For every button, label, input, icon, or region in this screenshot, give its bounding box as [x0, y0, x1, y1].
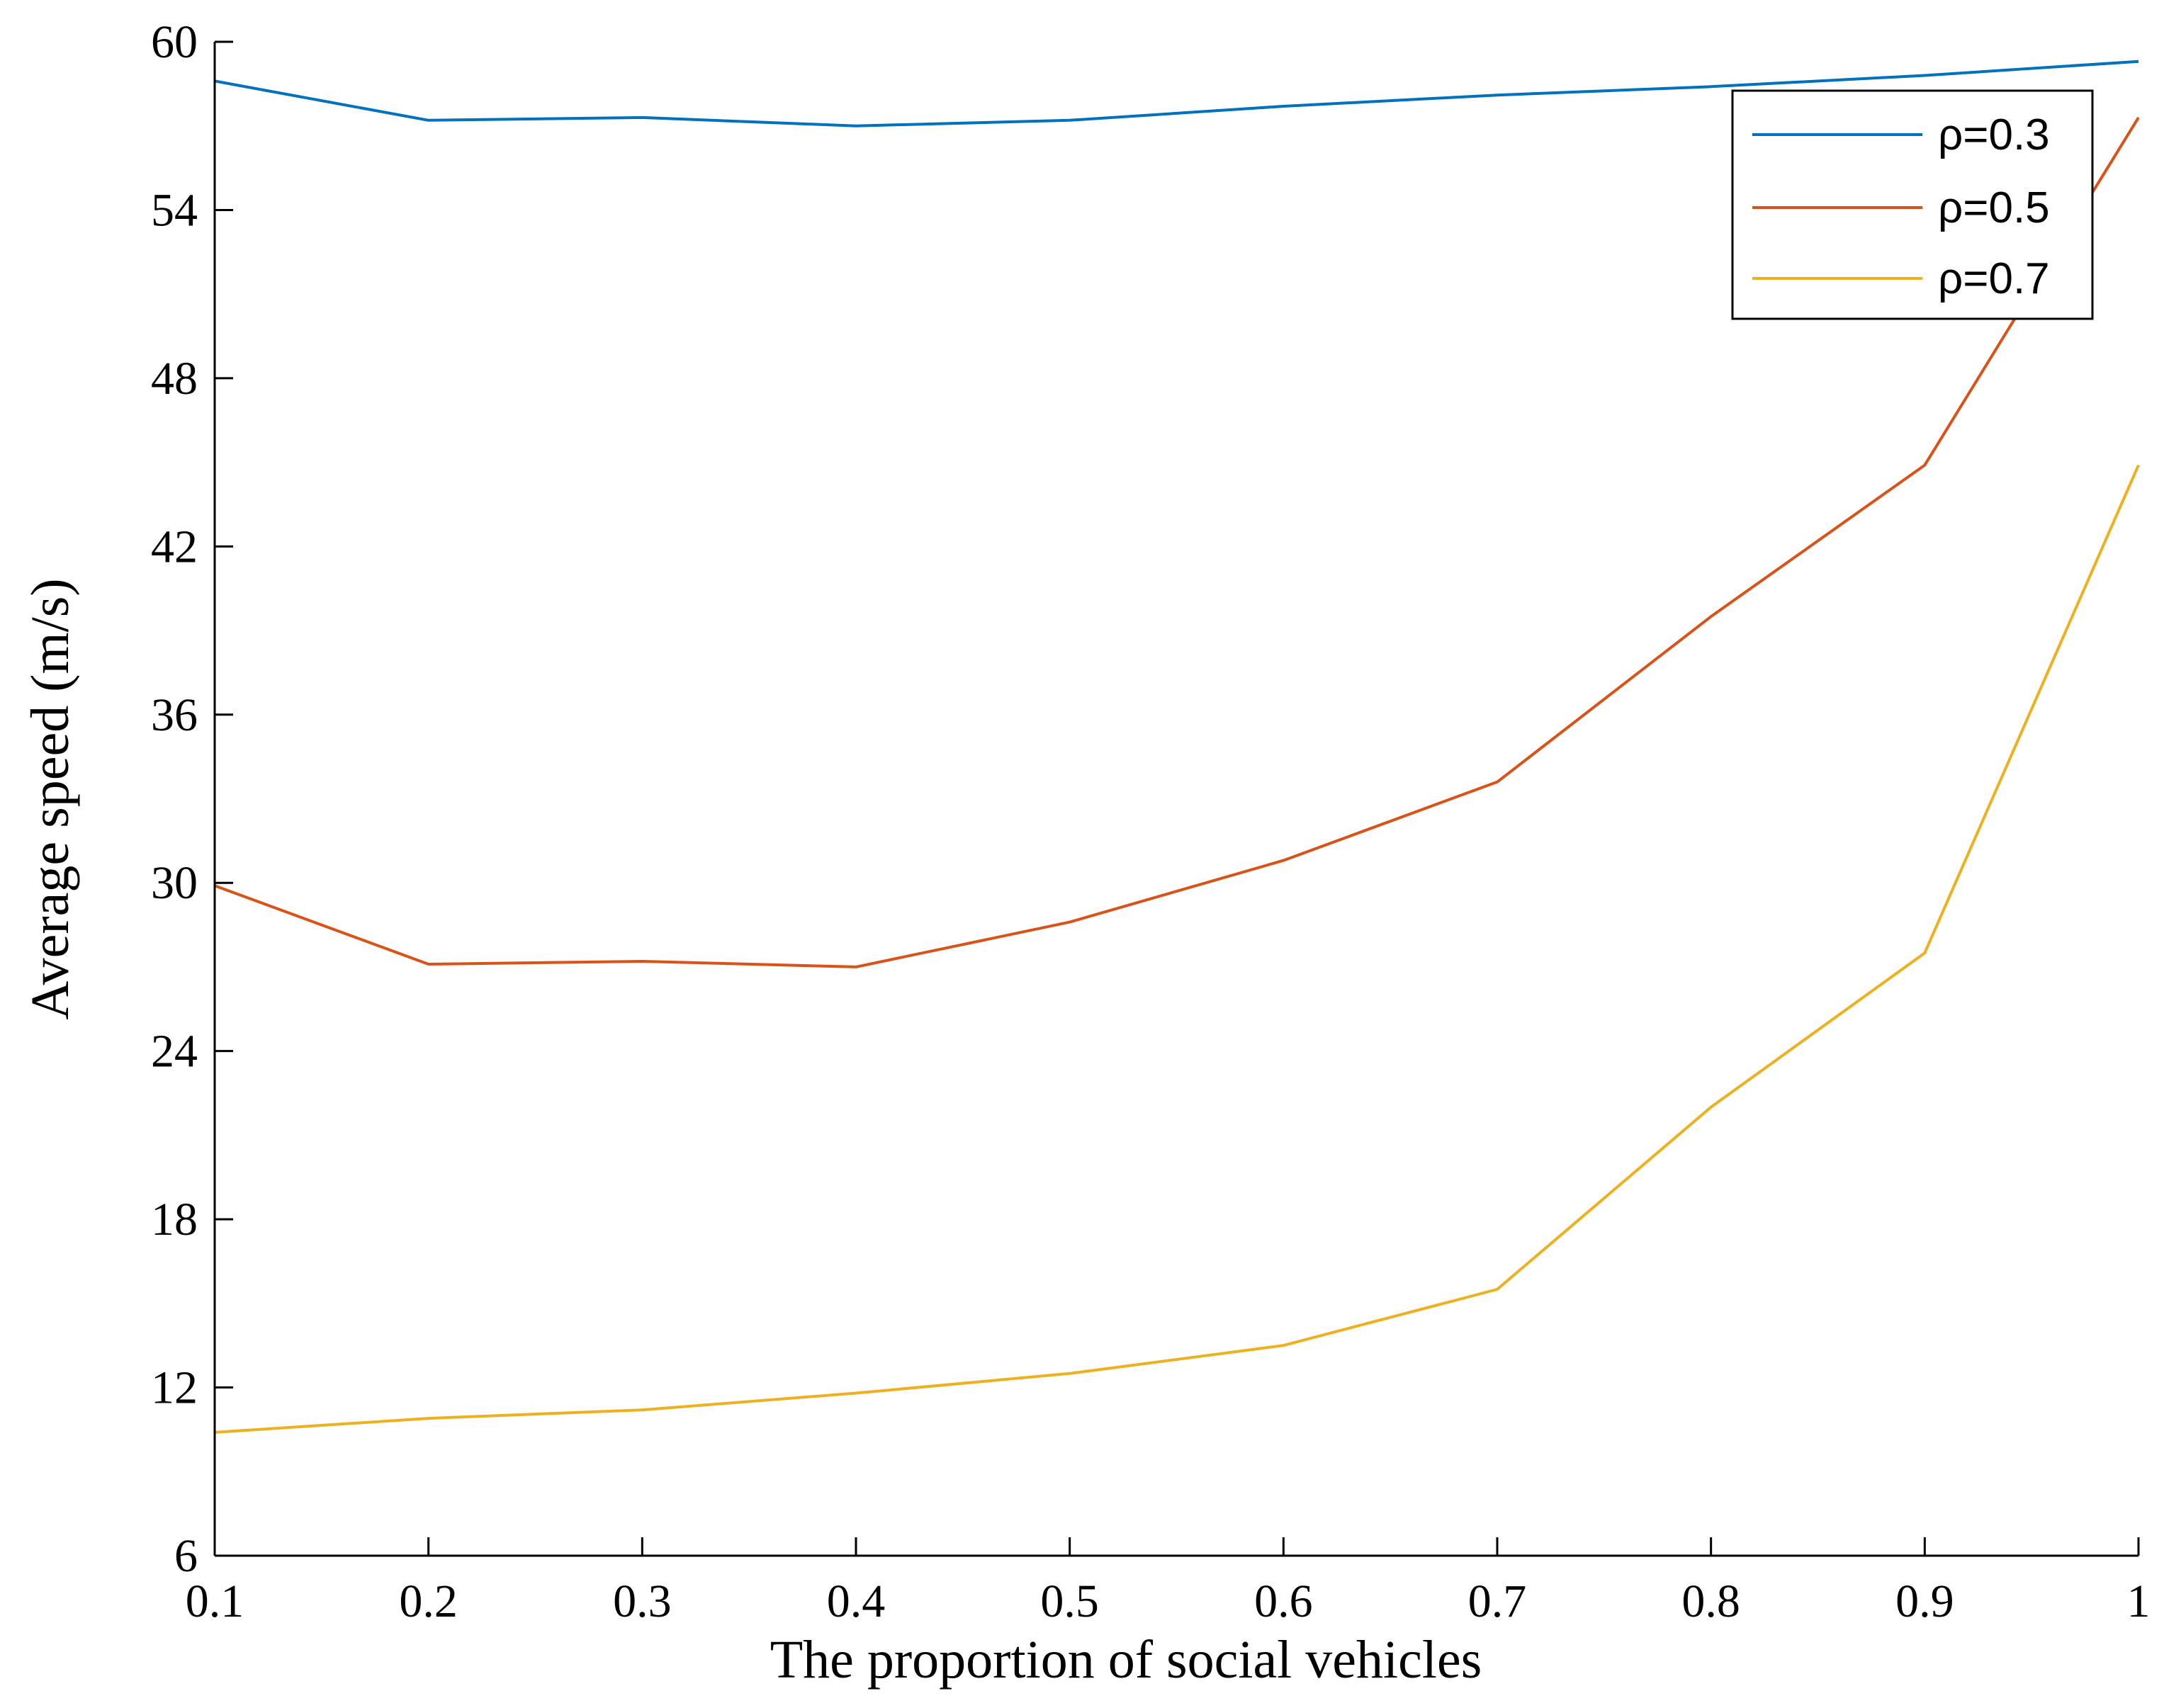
x-axis-title: The proportion of social vehicles: [770, 1630, 1482, 1690]
x-tick-label: 0.8: [1681, 1576, 1740, 1627]
series-line-2: [214, 116, 2140, 968]
x-tick-label: 0.3: [613, 1576, 672, 1627]
legend-label-2: ρ=0.5: [1938, 183, 2050, 232]
tick-marks: [213, 40, 2140, 1557]
x-tick-label: 0.7: [1468, 1576, 1527, 1627]
x-tick-label: 0.4: [827, 1576, 886, 1627]
y-tick-label: 48: [151, 353, 198, 405]
x-tick-label: 0.9: [1895, 1576, 1954, 1627]
series-layer: [214, 60, 2140, 1434]
series-line-3: [214, 464, 2140, 1434]
legend-label-3: ρ=0.7: [1938, 254, 2050, 303]
y-tick-label: 30: [151, 857, 198, 909]
y-tick-label: 6: [174, 1530, 198, 1582]
y-tick-label: 42: [151, 521, 198, 572]
x-tick-label: 0.2: [399, 1576, 458, 1627]
y-tick-label: 54: [151, 184, 198, 236]
x-tick-label: 1: [2127, 1576, 2151, 1627]
legend: ρ=0.3 ρ=0.5 ρ=0.7: [1731, 89, 2094, 320]
y-tick-label: 18: [151, 1194, 198, 1245]
y-tick-label: 12: [151, 1362, 198, 1414]
y-tick-label: 36: [151, 689, 198, 741]
x-tick-label: 0.6: [1254, 1576, 1313, 1627]
x-tick-label: 0.5: [1040, 1576, 1099, 1627]
x-tick-label: 0.1: [186, 1576, 244, 1627]
y-tick-label: 24: [151, 1026, 198, 1078]
legend-box: [1731, 89, 2094, 320]
y-tick-label: 60: [151, 16, 198, 68]
series-line-1: [214, 60, 2139, 128]
axes: [213, 42, 2138, 1557]
y-tick-labels: 6 12 18 24 30 36 42 48 54 60: [151, 16, 198, 1582]
x-tick-labels: 0.1 0.2 0.3 0.4 0.5 0.6 0.7 0.8 0.9 1: [186, 1576, 2151, 1627]
legend-label-1: ρ=0.3: [1938, 111, 2050, 159]
y-axis-title: Average speed (m/s): [21, 578, 80, 1019]
